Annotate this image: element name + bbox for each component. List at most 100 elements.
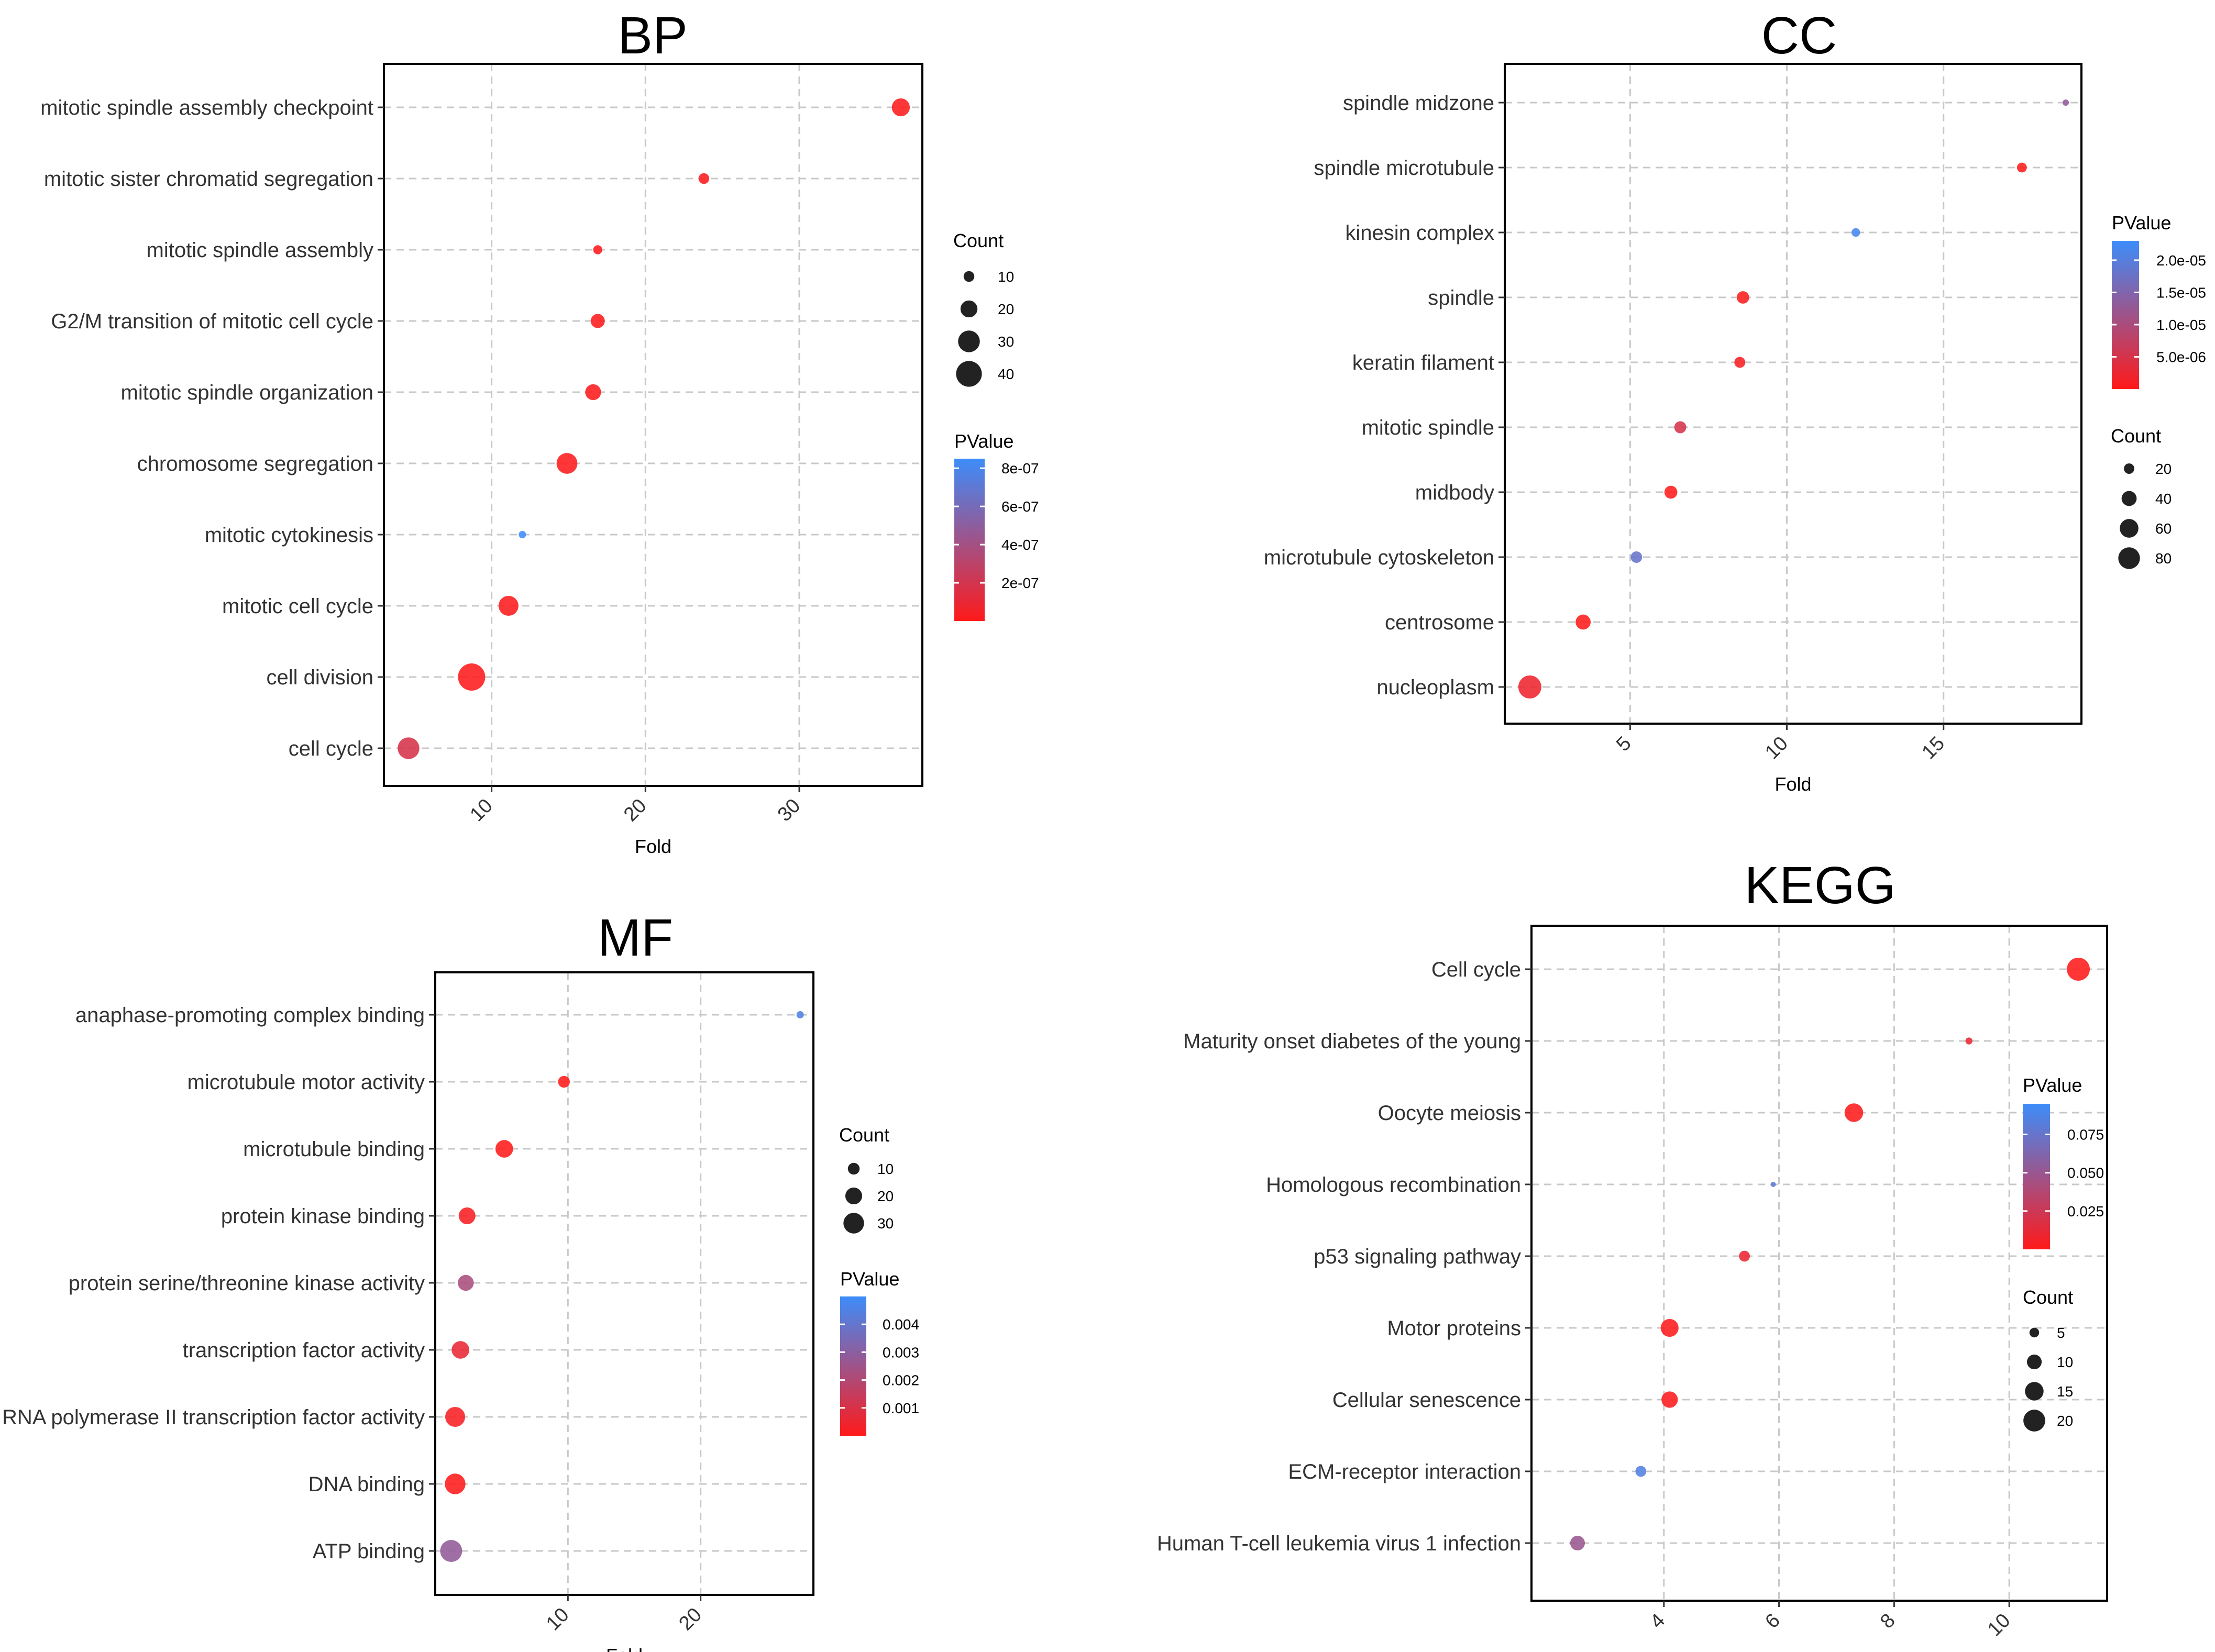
y-tick-label: mitotic cell cycle (222, 595, 373, 618)
data-point (519, 531, 526, 538)
y-tick-label: midbody (1415, 481, 1494, 504)
color-legend-label: 0.075 (2067, 1127, 2104, 1143)
y-tick-label: centrosome (1385, 611, 1494, 634)
y-tick-label: Human T-cell leukemia virus 1 infection (1157, 1532, 1521, 1555)
plot-frame (1504, 63, 2082, 725)
data-point (445, 1406, 466, 1427)
y-tick-label: microtubule motor activity (188, 1071, 425, 1094)
size-legend-dot (2121, 491, 2137, 506)
data-point (1674, 421, 1687, 434)
x-tick-label: 20 (675, 1604, 706, 1635)
y-tick-label: ATP binding (313, 1540, 425, 1563)
chart-title: CC (1761, 6, 1837, 65)
data-point (556, 453, 578, 474)
color-legend-label: 8e-07 (1001, 460, 1039, 476)
y-tick-label: transcription factor activity (183, 1339, 425, 1362)
data-point (445, 1473, 466, 1494)
color-legend-label: 0.003 (883, 1344, 919, 1360)
plot-frame (383, 63, 923, 787)
data-point (451, 1341, 469, 1359)
size-legend-dot (958, 330, 980, 352)
y-tick-label: mitotic spindle organization (121, 381, 373, 404)
color-legend-bar (2112, 241, 2139, 389)
size-legend-dot (2023, 1410, 2045, 1432)
x-axis-title: Fold (635, 836, 671, 857)
y-tick-label: kinesin complex (1345, 221, 1494, 245)
data-point (1570, 1535, 1585, 1551)
y-tick-label: DNA binding (308, 1473, 425, 1496)
data-point (1575, 614, 1591, 630)
size-legend-label: 10 (877, 1161, 894, 1177)
x-tick-label: 10 (1761, 733, 1792, 764)
y-tick-label: protein kinase binding (221, 1205, 425, 1228)
chart-title: MF (598, 908, 673, 967)
color-legend-label: 6e-07 (1001, 498, 1039, 515)
data-point (1739, 1250, 1750, 1262)
data-point (1851, 228, 1860, 237)
size-legend-title: Count (953, 230, 1004, 251)
data-point (398, 737, 420, 759)
data-point (796, 1011, 804, 1018)
color-legend-label: 1.0e-05 (2156, 317, 2206, 333)
y-tick-label: chromosome segregation (137, 452, 373, 475)
size-legend-label: 60 (2155, 520, 2172, 537)
x-tick-label: 15 (1918, 733, 1949, 764)
data-point (458, 663, 486, 691)
size-legend-label: 20 (877, 1188, 894, 1204)
x-tick-label: 10 (542, 1604, 574, 1635)
size-legend-dot (2118, 547, 2140, 569)
size-legend-label: 10 (2057, 1354, 2073, 1370)
data-point (458, 1274, 474, 1291)
y-tick-label: Maturity onset diabetes of the young (1183, 1030, 1521, 1053)
y-tick-label: mitotic cytokinesis (205, 524, 373, 547)
data-point (2063, 99, 2069, 106)
data-point (1736, 291, 1749, 304)
data-point (1518, 675, 1541, 699)
chart-title: BP (618, 6, 687, 65)
data-point (498, 595, 519, 616)
size-legend-dot (2025, 1382, 2044, 1401)
y-tick-label: cell cycle (289, 737, 373, 760)
x-axis-title: Fold (1801, 1650, 1837, 1652)
size-legend-label: 80 (2155, 550, 2172, 567)
chart-kegg: KEGG Cell cycle Maturity onset diabetes of… (1157, 856, 2108, 1652)
color-legend-title: PValue (2023, 1074, 2082, 1096)
data-point (2067, 958, 2090, 981)
size-legend-title: Count (839, 1124, 889, 1146)
y-tick-label: Cellular senescence (1332, 1389, 1521, 1412)
color-legend-label: 0.001 (883, 1400, 919, 1416)
color-legend-title: PValue (840, 1268, 899, 1290)
size-legend-label: 20 (2155, 461, 2172, 477)
data-point (1770, 1182, 1776, 1187)
y-tick-label: G2/M transition of mitotic cell cycle (51, 310, 373, 333)
data-point (1844, 1103, 1864, 1122)
y-tick-label: spindle (1428, 286, 1494, 309)
data-point (1661, 1391, 1678, 1408)
y-tick-label: p53 signaling pathway (1314, 1245, 1521, 1268)
size-legend-title: Count (2023, 1287, 2073, 1308)
data-point (2016, 162, 2027, 173)
color-legend-label: 4e-07 (1001, 537, 1039, 553)
data-point (1734, 357, 1746, 368)
color-legend-label: 2.0e-05 (2156, 252, 2206, 269)
data-point (495, 1140, 513, 1158)
chart-mf: MF anaphase-promoting complex binding micr… (2, 908, 919, 1652)
color-legend-label: 0.002 (883, 1372, 919, 1389)
size-legend-label: 30 (998, 334, 1014, 350)
data-point (1664, 485, 1678, 499)
size-legend-label: 20 (2057, 1413, 2073, 1429)
color-legend-label: 0.050 (2067, 1165, 2104, 1181)
size-legend-label: 15 (2057, 1383, 2073, 1400)
y-tick-label: mitotic sister chromatid segregation (44, 168, 373, 191)
size-legend-label: 10 (998, 269, 1014, 285)
data-point (1965, 1037, 1972, 1045)
x-tick-label: 5 (1612, 733, 1636, 756)
size-legend-label: 20 (998, 301, 1014, 317)
size-legend-title: Count (2111, 425, 2161, 447)
size-legend-dot (956, 361, 982, 387)
color-legend-title: PValue (954, 430, 1013, 452)
size-legend-label: 40 (998, 366, 1014, 382)
y-tick-label: mitotic spindle assembly checkpoint (40, 96, 373, 119)
color-legend-bar (840, 1296, 866, 1436)
